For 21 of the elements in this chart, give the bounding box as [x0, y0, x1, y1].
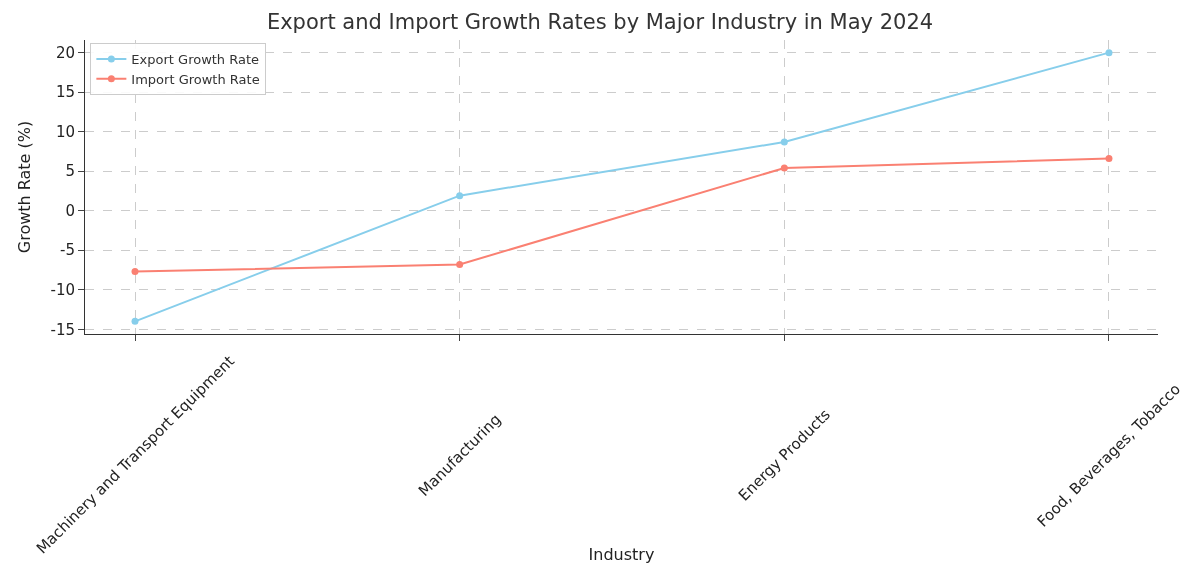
point: [456, 192, 464, 200]
y-axis-title: Growth Rate (%): [15, 120, 35, 254]
point: [131, 268, 139, 276]
point: [456, 260, 464, 268]
point: [1105, 155, 1113, 163]
point: [780, 138, 788, 146]
y-tick-label: 15: [55, 83, 75, 102]
y-tick-label: -10: [50, 280, 75, 299]
y-tick-label: 10: [55, 122, 75, 141]
chart-title: Export and Import Growth Rates by Major Industry in May 2024: [266, 10, 934, 35]
y-tick-label: 0: [65, 201, 75, 220]
legend-label: Export Growth Rate: [131, 51, 260, 67]
y-tick-label: 20: [55, 43, 75, 62]
y-tick-label: 5: [65, 162, 75, 181]
y-tick-label: -15: [50, 320, 75, 339]
point: [131, 317, 139, 325]
y-tick-label: -5: [60, 241, 75, 260]
legend-label: Import Growth Rate: [131, 71, 260, 87]
point: [1105, 49, 1113, 57]
x-axis-title: Industry: [588, 544, 655, 564]
point: [780, 164, 788, 172]
